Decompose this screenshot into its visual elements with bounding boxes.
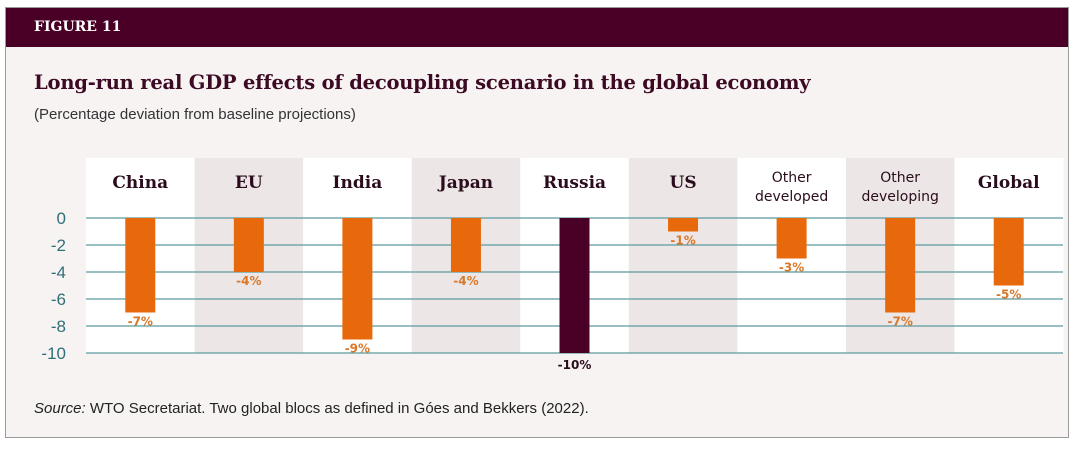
data-label: -1% <box>670 234 695 248</box>
bar <box>776 218 807 259</box>
bar <box>993 218 1024 286</box>
category-label: Other <box>880 170 920 186</box>
y-tick-label: 0 <box>57 209 66 228</box>
category-label: developed <box>755 189 828 205</box>
category-label: Other <box>772 170 812 186</box>
category-label: US <box>670 173 697 193</box>
data-label: -9% <box>345 342 370 356</box>
data-label: -4% <box>236 274 261 288</box>
chart-title: Long-run real GDP effects of decoupling … <box>34 71 811 94</box>
category-label: Global <box>978 173 1040 193</box>
source-note: Source: WTO Secretariat. Two global bloc… <box>34 400 589 417</box>
chart-subtitle: (Percentage deviation from baseline proj… <box>34 106 356 123</box>
y-tick-label: -6 <box>51 290 66 309</box>
figure-header: FIGURE 11 <box>6 8 1068 47</box>
bar <box>125 218 156 313</box>
source-text: WTO Secretariat. Two global blocs as def… <box>85 400 589 417</box>
bar <box>450 218 481 272</box>
bar <box>342 218 373 340</box>
data-label: -5% <box>996 288 1021 302</box>
category-label: developing <box>861 189 938 205</box>
bar <box>885 218 916 313</box>
figure-label: FIGURE 11 <box>34 19 122 35</box>
category-label: India <box>333 173 383 193</box>
y-tick-label: -10 <box>41 344 66 363</box>
category-label: Russia <box>543 173 606 193</box>
category-label: Japan <box>437 173 493 193</box>
category-label: China <box>112 173 168 193</box>
source-prefix: Source: <box>34 400 86 417</box>
data-label: -7% <box>887 315 912 329</box>
bar <box>668 218 699 232</box>
y-tick-label: -4 <box>51 263 66 282</box>
y-tick-label: -8 <box>51 317 66 336</box>
bar <box>233 218 264 272</box>
data-label: -7% <box>128 315 153 329</box>
data-label: -4% <box>453 274 478 288</box>
column-band <box>628 158 738 353</box>
category-label: EU <box>235 173 263 193</box>
data-label: -10% <box>558 358 592 372</box>
data-label: -3% <box>779 261 804 275</box>
y-tick-label: -2 <box>51 236 66 255</box>
bar <box>559 218 590 353</box>
